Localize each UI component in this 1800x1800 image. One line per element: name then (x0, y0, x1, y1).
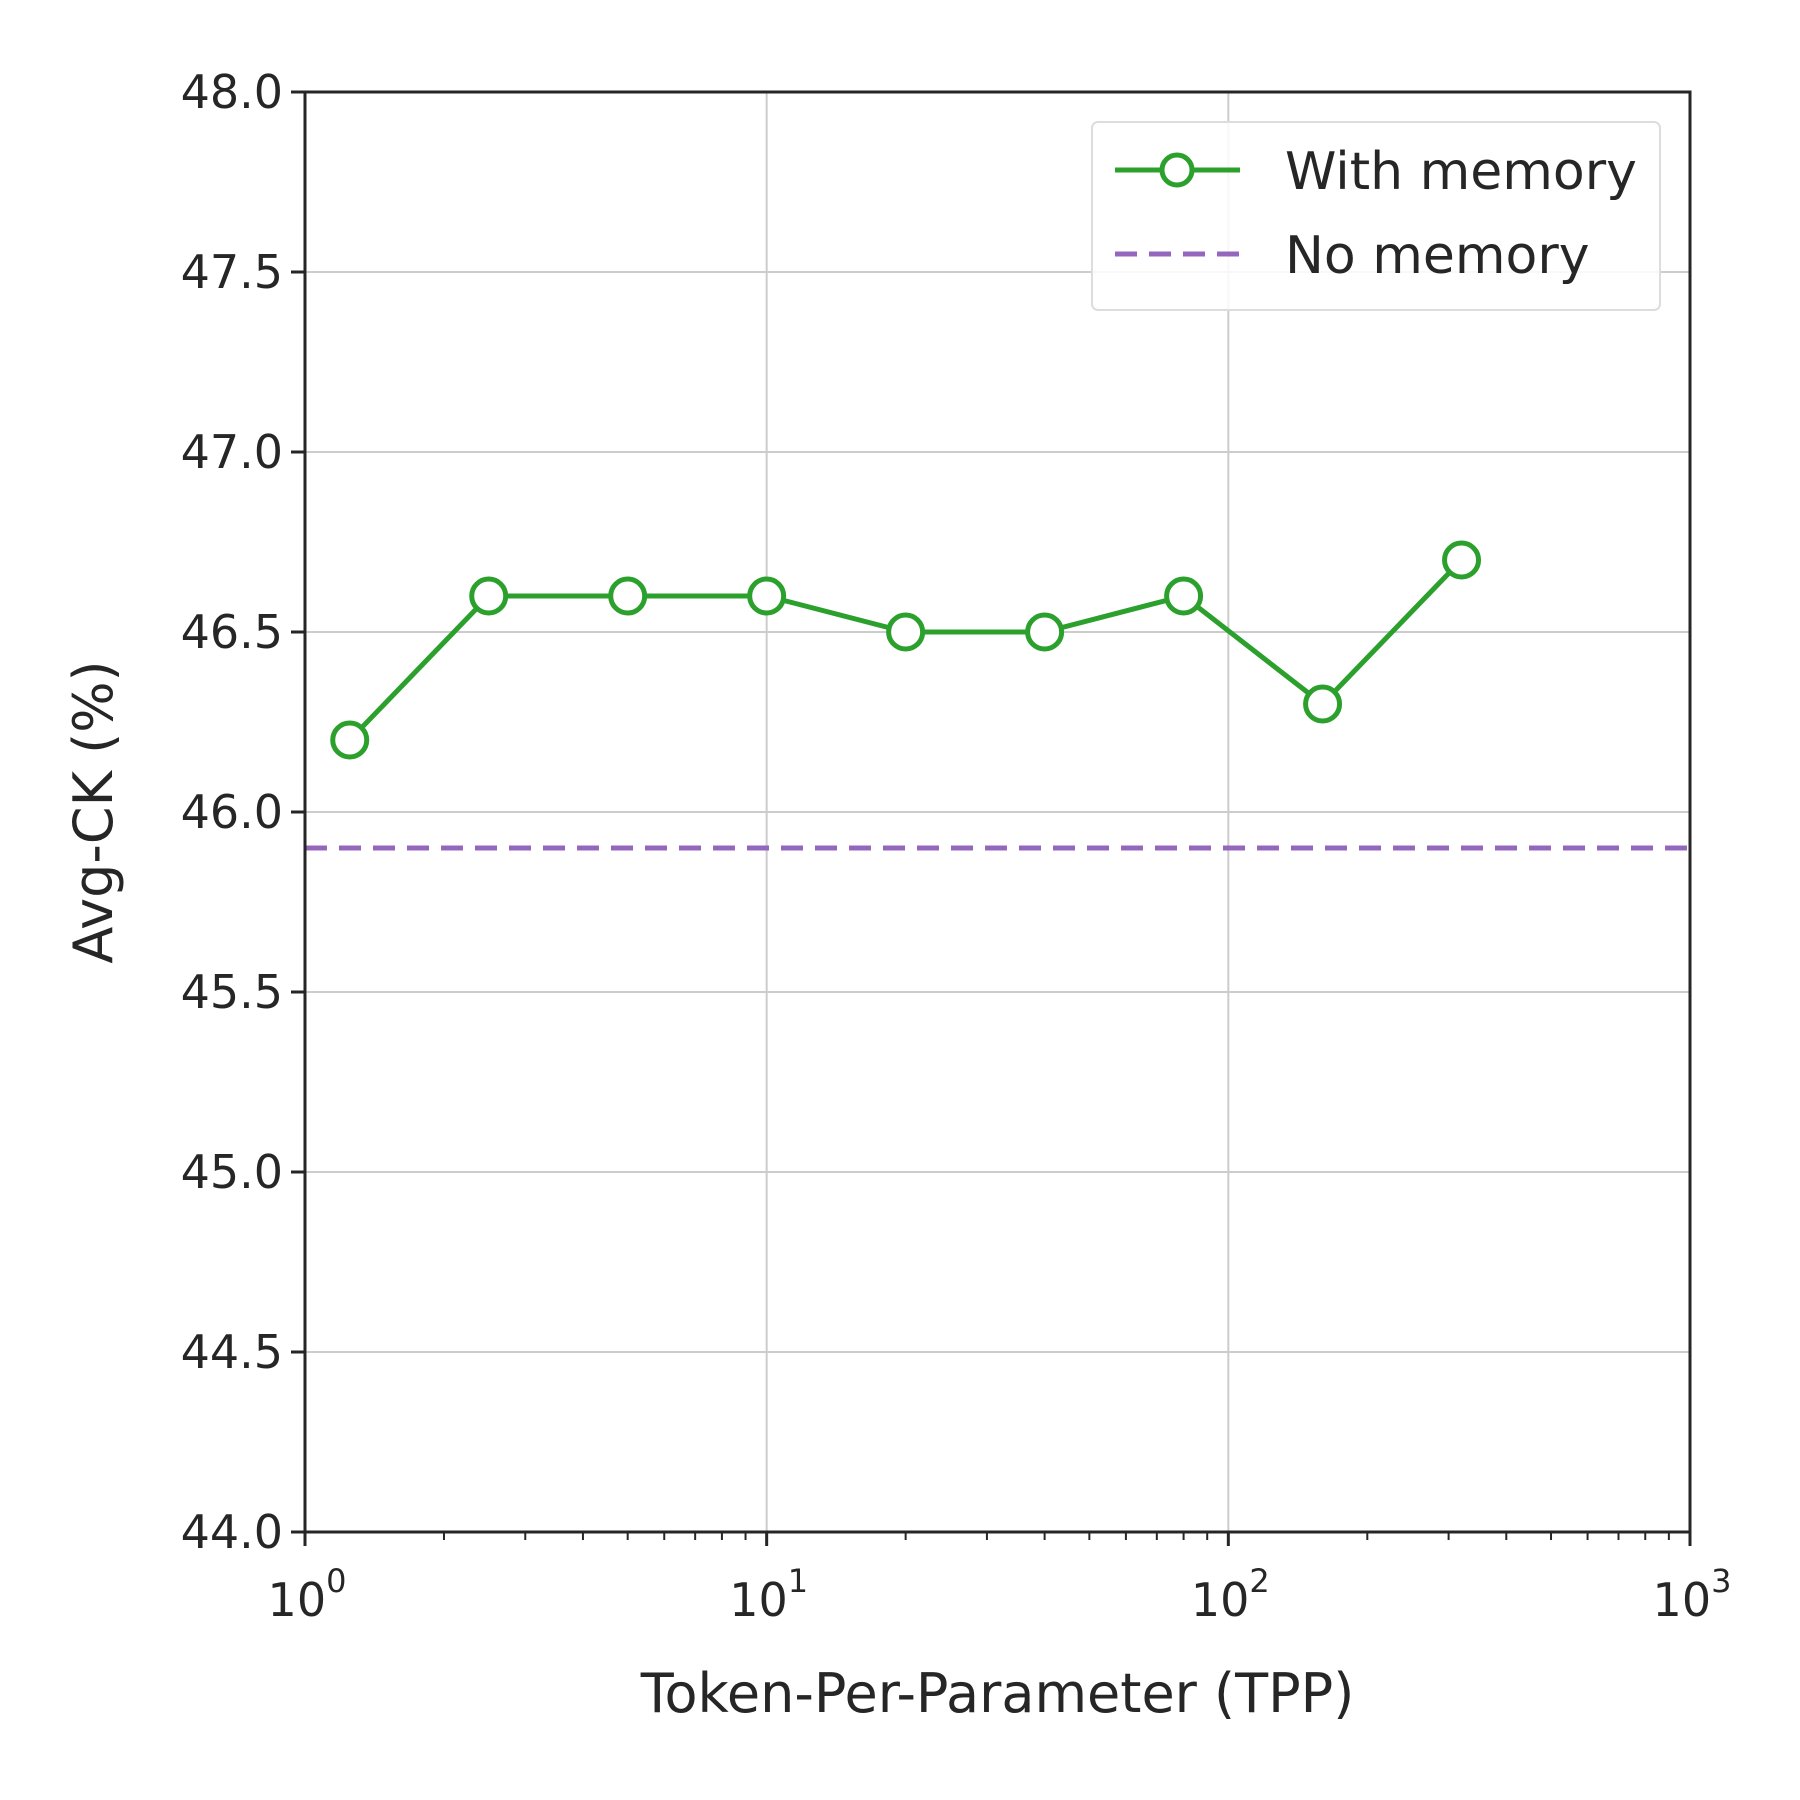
x-tick-exponent: 0 (326, 1562, 346, 1600)
legend-marker-with-memory (1159, 152, 1195, 188)
x-tick-exponent: 3 (1711, 1562, 1731, 1600)
data-point (886, 612, 926, 652)
x-tick-base: 10 (1191, 1573, 1250, 1627)
y-tick-label: 47.5 (181, 245, 283, 299)
x-tick-base: 10 (268, 1573, 327, 1627)
y-tick-label: 47.0 (181, 425, 283, 479)
data-point (1025, 612, 1065, 652)
x-tick-labels: 100 101 102 103 (268, 1562, 1732, 1627)
y-tick-label: 46.0 (181, 785, 283, 839)
data-point (1164, 576, 1204, 616)
plot-series (305, 540, 1690, 851)
x-tick-exponent: 1 (788, 1562, 808, 1600)
x-axis-label: Token-Per-Parameter (TPP) (640, 1662, 1355, 1725)
data-point (747, 576, 787, 616)
y-tick-label: 46.5 (181, 605, 283, 659)
x-tick-label: 101 (729, 1562, 808, 1627)
legend-label-no-memory: No memory (1285, 226, 1590, 286)
x-tick-base: 10 (1653, 1573, 1712, 1627)
y-tick-label: 45.0 (181, 1145, 283, 1199)
x-tick-base: 10 (729, 1573, 788, 1627)
data-point (330, 720, 370, 760)
legend: With memory No memory (1091, 121, 1661, 311)
x-tick-exponent: 2 (1249, 1562, 1269, 1600)
data-point (469, 576, 509, 616)
x-tick-label: 102 (1191, 1562, 1270, 1627)
data-point (1442, 540, 1482, 580)
y-tick-label: 48.0 (181, 65, 283, 119)
y-tick-label: 44.5 (181, 1325, 283, 1379)
x-tick-label: 100 (268, 1562, 347, 1627)
data-point (608, 576, 648, 616)
y-axis-label: Avg-CK (%) (62, 660, 125, 963)
x-tick-label: 103 (1653, 1562, 1732, 1627)
data-point (1303, 684, 1343, 724)
y-tick-label: 45.5 (181, 965, 283, 1019)
y-tick-labels: 44.0 44.5 45.0 45.5 46.0 46.5 47.0 47.5 48.0 (181, 65, 283, 1559)
axis-ticks (291, 90, 1692, 1546)
y-tick-label: 44.0 (181, 1505, 283, 1559)
legend-label-with-memory: With memory (1285, 142, 1637, 202)
